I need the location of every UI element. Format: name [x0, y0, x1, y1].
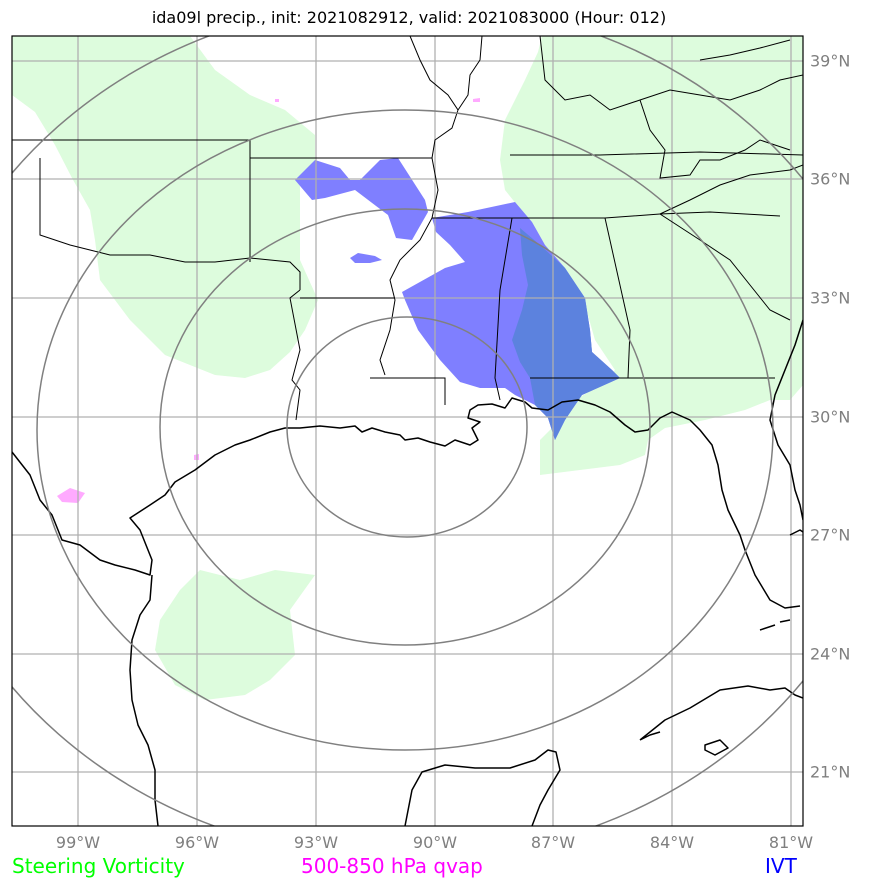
bahamas: [759, 529, 803, 631]
lat-label-30n: 30°N: [810, 407, 851, 427]
yucatan-coast: [404, 749, 561, 826]
legend-qvap: 500-850 hPa qvap: [301, 854, 483, 878]
legend-ivt: IVT: [765, 854, 797, 878]
state-borders: [12, 36, 803, 421]
lat-label-36n: 36°N: [810, 169, 851, 189]
qvap-region-dot-2: [473, 98, 480, 102]
lat-label-39n: 39°N: [810, 51, 851, 71]
mexico-gulf-coast-south: [129, 574, 159, 826]
gulf-coast-mexico-texas: [12, 397, 801, 609]
lat-label-27n: 27°N: [810, 525, 851, 545]
steering-vorticity-regions: [12, 36, 803, 700]
gridlines: [12, 36, 803, 826]
plot-frame: [11, 35, 804, 827]
range-rings: [12, 36, 803, 826]
florida-atlantic-coast: [769, 319, 803, 521]
lon-label-93w: 93°W: [293, 833, 339, 852]
cuba-coast: [639, 685, 803, 756]
lon-label-87w: 87°W: [530, 833, 576, 852]
ivt-region-small: [350, 253, 382, 263]
qvap-region-dot-3: [275, 99, 279, 102]
qvap-region-west: [57, 488, 85, 503]
lon-label-90w: 90°W: [412, 833, 458, 852]
lon-label-99w: 99°W: [55, 833, 101, 852]
legend-steering-vorticity: Steering Vorticity: [12, 854, 185, 878]
ivt-region-north: [295, 158, 428, 240]
lat-label-33n: 33°N: [810, 288, 851, 308]
lat-label-24n: 24°N: [810, 644, 851, 664]
coastlines: [12, 319, 803, 826]
lat-label-21n: 21°N: [810, 762, 851, 782]
vorticity-region-gulf: [155, 570, 315, 700]
lon-label-96w: 96°W: [174, 833, 220, 852]
lon-label-81w: 81°W: [768, 833, 814, 852]
map-title: ida09l precip., init: 2021082912, valid:…: [151, 8, 667, 27]
vorticity-region-west: [12, 36, 318, 378]
lon-label-84w: 84°W: [649, 833, 695, 852]
ivt-region-overlap: [512, 228, 620, 440]
